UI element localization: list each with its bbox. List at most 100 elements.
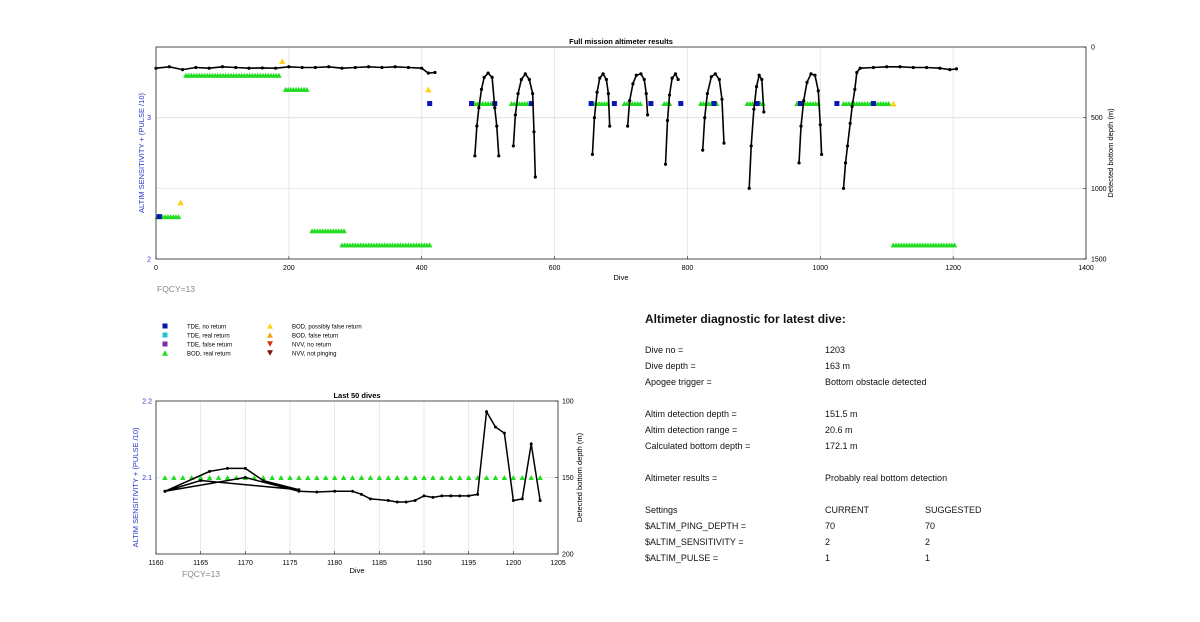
bottom-depth-point <box>426 71 430 75</box>
bottom-depth-point <box>760 77 764 82</box>
bottom-depth-point <box>855 70 859 75</box>
bod-real-return-marker <box>278 475 284 480</box>
bottom-depth-point <box>532 130 536 134</box>
bottom-depth-point <box>449 494 453 498</box>
bottom-depth-point <box>327 65 331 69</box>
bod-real-return-marker <box>456 475 463 480</box>
bottom-depth-point <box>850 104 854 108</box>
bottom-depth-line <box>842 65 957 189</box>
bottom-depth-point <box>898 65 902 69</box>
diag-value: Probably real bottom detection <box>825 473 948 483</box>
diag-label: Dive depth = <box>645 361 696 371</box>
bod-real-return-marker <box>197 475 204 480</box>
tde-no-return-marker <box>611 101 617 107</box>
bottom-depth-line <box>591 72 611 155</box>
main-chart: 0 200 400 600 800 1000 1200 140023050010001500 … <box>137 37 1115 294</box>
bottom-depth-point <box>476 492 480 496</box>
bottom-depth-point <box>340 66 344 70</box>
settings-label: Settings <box>645 505 678 515</box>
bottom-depth-point <box>440 494 444 498</box>
bottom-depth-point <box>590 152 595 157</box>
legend-marker <box>267 332 273 338</box>
bottom-depth-point <box>458 494 462 498</box>
y-tick-label: 2.1 <box>142 475 152 482</box>
diag-value: Bottom obstacle detected <box>825 377 927 387</box>
small-x-axis-label: Dive <box>349 566 364 575</box>
bod-real-return-marker <box>276 72 282 78</box>
bottom-depth-point <box>497 154 501 158</box>
tde-no-return-marker <box>427 101 433 107</box>
main-y-axis-label: ALTIM SENSITIVITY + (PULSE /10) <box>137 93 146 213</box>
bottom-depth-point <box>747 186 751 190</box>
small-chart: 1160 1165 1170 1175 1180 1185 1190 1195 1200 1205… <box>131 391 584 579</box>
bod-possibly-false-marker <box>425 86 432 93</box>
tde-no-return-marker <box>469 101 475 107</box>
bottom-depth-point <box>754 84 759 89</box>
bod-real-return-marker <box>331 475 338 480</box>
bottom-depth-point <box>495 124 499 128</box>
bod-real-return-marker <box>492 475 499 480</box>
bottom-depth-point <box>315 490 319 494</box>
bod-real-return-marker <box>421 475 427 480</box>
diag-row-results: Altimeter results = Probably real bottom … <box>645 473 1165 489</box>
bottom-depth-point <box>858 66 862 70</box>
x-tick-label: 1185 <box>372 560 387 567</box>
bod-real-return-marker <box>394 475 400 480</box>
diag-row-dive-depth: Dive depth = 163 m <box>645 361 1165 377</box>
small-right-axis-label: Detected bottom depth (m) <box>575 432 584 522</box>
bottom-depth-point <box>413 498 417 502</box>
legend-marker <box>267 323 273 329</box>
bottom-depth-point <box>260 66 264 70</box>
small-chart-title: Last 50 dives <box>333 391 380 400</box>
right-tick-label: 200 <box>562 552 574 559</box>
setting-label: $ALTIM_PING_DEPTH = <box>645 521 747 531</box>
main-ticks: 0 200 400 600 800 1000 1200 1400 2 3 0 500 1000 1500 <box>147 45 1107 273</box>
bottom-depth-point <box>287 65 291 69</box>
x-tick-label: 1000 <box>812 265 828 272</box>
main-frame <box>155 46 1087 260</box>
bottom-depth-point <box>477 106 481 110</box>
small-fqcy-label: FQCY=13 <box>182 569 220 579</box>
settings-row-sensitivity: $ALTIM_SENSITIVITY = 2 2 <box>645 537 1165 553</box>
bottom-depth-point <box>511 144 515 148</box>
setting-suggested: 1 <box>925 553 931 563</box>
bottom-depth-point <box>843 161 848 165</box>
bottom-depth-point <box>592 116 597 120</box>
bod-real-return-marker <box>448 475 454 480</box>
bottom-depth-point <box>813 73 817 77</box>
tde-no-return-marker <box>754 101 760 107</box>
bottom-depth-point <box>749 144 753 148</box>
bottom-depth-point <box>816 89 820 93</box>
bottom-depth-point <box>762 110 766 114</box>
bod-real-return-marker <box>269 475 275 480</box>
x-tick-label: 1190 <box>416 560 431 567</box>
bottom-depth-point <box>516 92 520 96</box>
setting-suggested: 70 <box>925 521 936 531</box>
bottom-depth-point <box>634 73 638 77</box>
bod-real-return-marker <box>885 101 892 107</box>
diag-value: 163 m <box>825 361 851 371</box>
legend-marker <box>267 341 273 347</box>
bottom-depth-line <box>626 72 649 127</box>
bod-real-return-marker <box>314 475 320 480</box>
small-ticks: 1160 1165 1170 1175 1180 1185 1190 1195 1200 1205… <box>142 399 574 568</box>
bottom-depth-point <box>604 77 608 82</box>
bod-real-return-marker <box>171 475 177 480</box>
y-tick-label: 2 <box>147 257 151 264</box>
main-grid <box>156 47 1086 259</box>
bottom-depth-point <box>194 65 198 70</box>
setting-current: 1 <box>825 553 831 563</box>
bod-real-return-marker <box>215 475 222 480</box>
diag-row-apogee: Apogee trigger = Bottom obstacle detected <box>645 377 1165 393</box>
right-tick-label: 500 <box>1091 115 1103 122</box>
setting-current: 70 <box>825 521 836 531</box>
legend-label: TDE, no return <box>187 325 226 331</box>
bod-real-return-marker <box>340 475 347 480</box>
bottom-depth-point <box>885 65 889 69</box>
bottom-depth-point <box>626 124 630 128</box>
bottom-depth-point <box>924 65 929 70</box>
bod-possibly-false-marker <box>890 100 897 107</box>
right-tick-label: 150 <box>562 475 574 482</box>
bod-real-return-marker <box>162 475 168 480</box>
bottom-depth-point <box>598 76 602 80</box>
